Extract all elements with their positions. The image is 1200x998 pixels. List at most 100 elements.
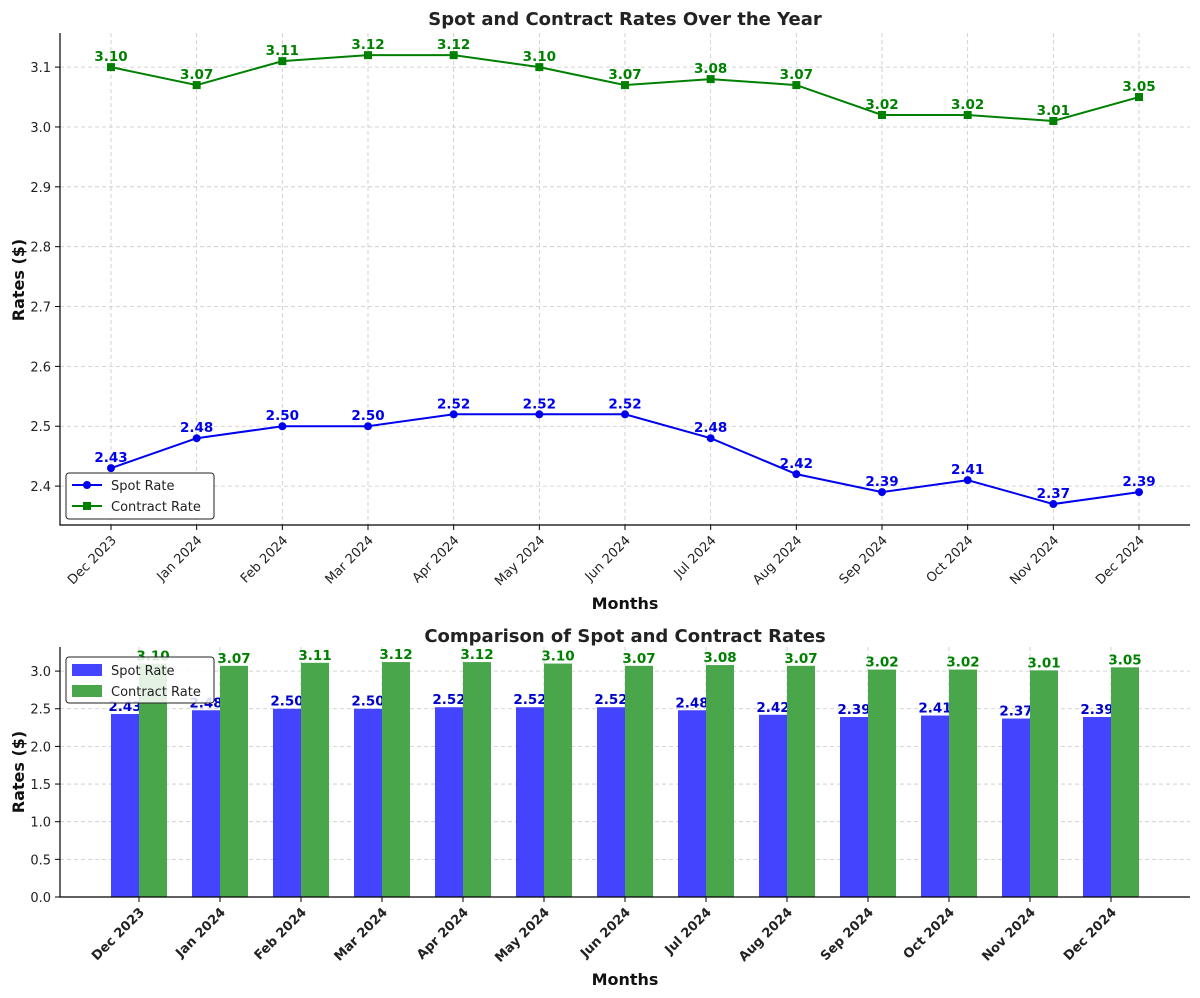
- data-point: [364, 422, 372, 431]
- data-point: [706, 75, 715, 84]
- data-label: 3.10: [523, 49, 556, 65]
- legend-label: Spot Rate: [111, 479, 175, 494]
- data-label: 2.48: [694, 420, 727, 436]
- data-label: 3.12: [437, 37, 470, 53]
- y-tick-label: 2.0: [30, 740, 51, 755]
- data-point: [621, 410, 629, 419]
- data-label: 3.10: [541, 649, 574, 665]
- x-tick-label: Nov 2024: [1007, 533, 1062, 588]
- data-point: [278, 422, 287, 431]
- x-tick-label: Oct 2024: [901, 905, 958, 962]
- data-point: [107, 464, 115, 473]
- data-point: [449, 51, 458, 60]
- data-label: 3.10: [94, 49, 127, 65]
- y-tick-label: 3.0: [30, 665, 51, 680]
- bar: [949, 669, 977, 897]
- x-tick-label: Jul 2024: [662, 905, 715, 958]
- x-tick-label: Sep 2024: [818, 905, 877, 964]
- data-label: 2.50: [351, 408, 384, 424]
- data-label: 3.07: [780, 67, 813, 83]
- data-point: [107, 63, 115, 72]
- data-label: 2.52: [513, 692, 546, 708]
- data-label: 3.07: [217, 651, 250, 667]
- data-point: [535, 63, 544, 72]
- data-point: [1049, 116, 1058, 125]
- legend-marker: [83, 481, 91, 489]
- x-tick-label: Dec 2023: [65, 533, 120, 588]
- bar: [597, 707, 625, 897]
- data-label: 3.02: [951, 97, 984, 113]
- x-tick-label: Oct 2024: [924, 533, 977, 586]
- data-point: [706, 434, 715, 443]
- y-tick-label: 0.5: [30, 853, 51, 868]
- y-tick-label: 1.0: [30, 816, 51, 831]
- x-tick-label: May 2024: [492, 905, 552, 965]
- data-label: 2.39: [865, 474, 898, 490]
- data-label: 2.52: [523, 396, 556, 412]
- bar-chart-legend: Spot Rate Contract Rate: [65, 656, 215, 704]
- data-label: 2.39: [1122, 474, 1155, 490]
- x-tick-label: Feb 2024: [252, 905, 310, 963]
- bar: [678, 710, 706, 897]
- bar: [787, 665, 815, 897]
- axes-frame: [59, 33, 1190, 526]
- data-label: 2.42: [780, 456, 813, 472]
- data-label: 2.50: [351, 694, 384, 710]
- data-label: 3.12: [460, 647, 493, 663]
- x-tick-label: Apr 2024: [414, 905, 472, 963]
- legend-box: [65, 656, 215, 704]
- bar: [516, 707, 544, 897]
- y-tick-label: 0.0: [30, 891, 51, 906]
- x-tick-label: Sep 2024: [837, 533, 891, 587]
- data-point: [1135, 488, 1143, 497]
- data-point: [192, 434, 201, 443]
- data-label: 2.37: [999, 704, 1032, 720]
- x-tick-label: Feb 2024: [238, 533, 291, 586]
- bar: [1083, 717, 1111, 897]
- data-point: [878, 488, 886, 497]
- bar-chart-xlabel: Months: [592, 970, 659, 989]
- legend-box: [65, 472, 215, 520]
- data-point: [535, 410, 544, 419]
- y-tick-label: 2.9: [30, 181, 51, 196]
- data-point: [364, 51, 372, 60]
- bar: [273, 708, 301, 897]
- bar: [463, 662, 491, 897]
- x-tick-label: Dec 2023: [89, 905, 148, 964]
- data-label: 3.07: [622, 651, 655, 667]
- bar-chart-ylabel: Rates ($): [9, 731, 28, 813]
- bar: [544, 663, 572, 897]
- bar: [111, 714, 139, 897]
- bar: [1030, 670, 1058, 897]
- legend-swatch: [72, 664, 102, 676]
- y-tick-label: 2.4: [30, 480, 51, 495]
- data-label: 2.39: [837, 702, 870, 718]
- bar: [921, 715, 949, 897]
- bar: [868, 669, 896, 897]
- x-tick-label: Apr 2024: [410, 533, 463, 586]
- data-label: 2.50: [270, 694, 303, 710]
- data-point: [878, 111, 886, 119]
- bar: [759, 714, 787, 897]
- y-tick-label: 1.5: [30, 778, 51, 793]
- data-label: 3.12: [379, 647, 412, 663]
- x-tick-label: Dec 2024: [1061, 905, 1120, 964]
- x-tick-label: Jun 2024: [577, 905, 634, 962]
- data-label: 2.41: [951, 462, 984, 478]
- data-label: 2.52: [437, 396, 470, 412]
- data-label: 2.42: [756, 700, 789, 716]
- data-label: 2.43: [94, 450, 127, 466]
- data-point: [1049, 500, 1058, 509]
- x-tick-label: Aug 2024: [750, 533, 805, 588]
- bar-chart-title: Comparison of Spot and Contract Rates: [424, 626, 825, 647]
- x-tick-label: Mar 2024: [332, 905, 391, 964]
- data-label: 3.02: [946, 655, 979, 671]
- data-label: 3.02: [865, 655, 898, 671]
- y-tick-label: 2.5: [30, 703, 51, 718]
- bar: [220, 665, 248, 897]
- data-point: [963, 476, 972, 485]
- y-tick-label: 3.0: [30, 121, 51, 136]
- y-tick-label: 2.8: [30, 241, 51, 256]
- x-tick-label: Mar 2024: [323, 533, 377, 587]
- y-tick-label: 2.7: [30, 301, 51, 316]
